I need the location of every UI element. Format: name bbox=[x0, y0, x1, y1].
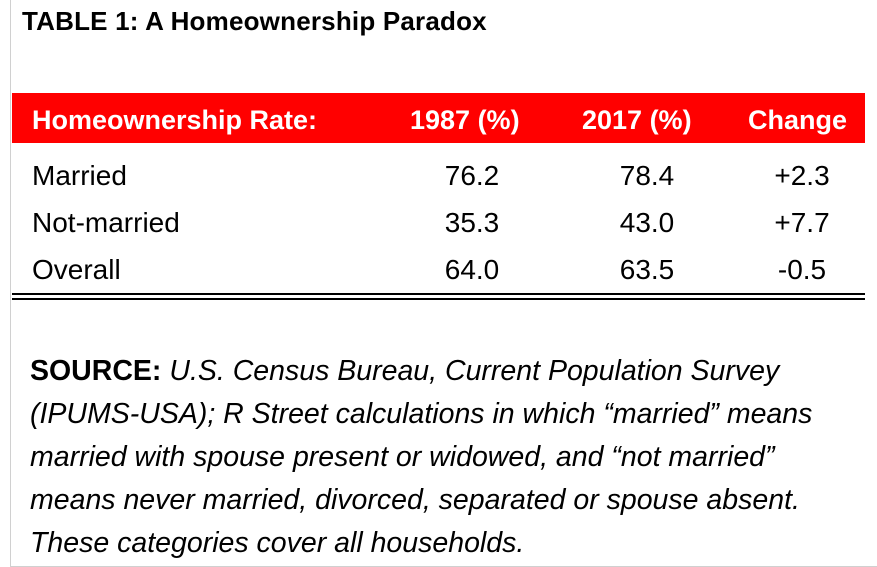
cell-change: -0.5 bbox=[777, 254, 827, 285]
source-label: SOURCE: bbox=[30, 355, 162, 387]
column-header-rate: Homeownership Rate: bbox=[32, 105, 318, 135]
row-label: Not-married bbox=[32, 207, 180, 238]
row-label: Overall bbox=[32, 254, 121, 285]
source-note: SOURCE: U.S. Census Bureau, Current Popu… bbox=[30, 350, 860, 565]
cell-change: +7.7 bbox=[774, 207, 830, 238]
source-text: U.S. Census Bureau, Current Population S… bbox=[30, 355, 813, 559]
table-row: Not-married 35.3 43.0 +7.7 bbox=[12, 197, 865, 245]
cell-2017: 78.4 bbox=[619, 160, 675, 191]
cell-1987: 76.2 bbox=[444, 160, 500, 191]
table-header-row: Homeownership Rate: 1987 (%) 2017 (%) Ch… bbox=[12, 93, 865, 143]
row-label: Married bbox=[32, 160, 127, 191]
cell-1987: 35.3 bbox=[444, 207, 500, 238]
table-row: Overall 64.0 63.5 -0.5 bbox=[12, 244, 865, 292]
table-bottom-rule-double bbox=[12, 298, 865, 300]
table-row: Married 76.2 78.4 +2.3 bbox=[12, 150, 865, 198]
column-header-1987: 1987 (%) bbox=[410, 105, 520, 135]
table-title: TABLE 1: A Homeownership Paradox bbox=[22, 6, 487, 36]
cell-2017: 63.5 bbox=[619, 254, 675, 285]
cell-2017: 43.0 bbox=[619, 207, 675, 238]
table-bottom-rule bbox=[12, 293, 865, 295]
cell-change: +2.3 bbox=[774, 160, 830, 191]
column-header-2017: 2017 (%) bbox=[582, 105, 692, 135]
cell-1987: 64.0 bbox=[444, 254, 500, 285]
column-header-change: Change bbox=[748, 105, 848, 135]
